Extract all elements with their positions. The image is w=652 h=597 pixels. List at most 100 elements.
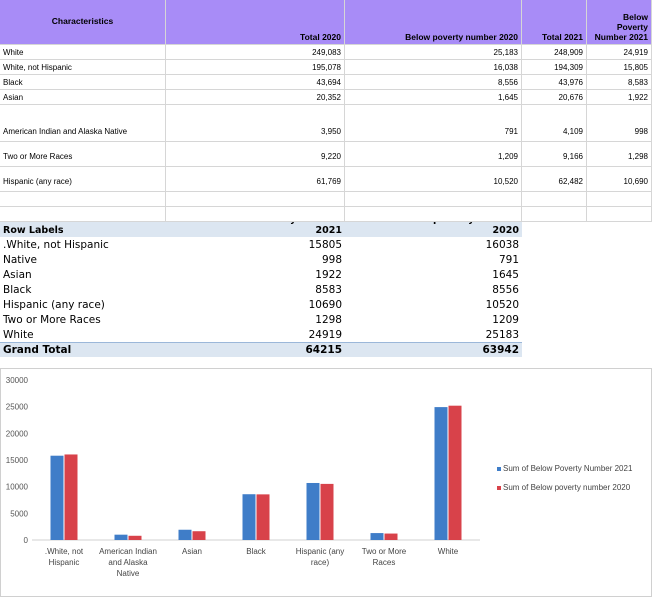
empty-cell	[166, 207, 345, 222]
table-cell: 4,109	[522, 105, 587, 142]
x-tick-label: Black	[246, 547, 266, 556]
bar	[320, 483, 334, 540]
bar	[384, 533, 398, 540]
header-cell: Below Poverty Number 2021	[587, 0, 652, 45]
table-cell: 20,676	[522, 90, 587, 105]
table-cell: 3,950	[166, 105, 345, 142]
y-tick-label: 10000	[6, 483, 29, 492]
bar	[306, 482, 320, 540]
y-tick-label: 20000	[6, 429, 29, 438]
table-cell: White	[0, 45, 166, 60]
x-tick-label: .White, not Hispanic	[44, 547, 84, 567]
x-tick-label: American Indian and Alaska Native	[99, 547, 157, 578]
pivot-cell: .White, not Hispanic	[3, 239, 109, 251]
pivot-cell: 1298	[315, 314, 342, 326]
pivot-cell: Hispanic (any race)	[3, 299, 105, 311]
table-cell: 20,352	[166, 90, 345, 105]
y-tick-label: 25000	[6, 403, 29, 412]
pivot-cell: 16038	[485, 239, 519, 251]
table-cell: 1,298	[587, 142, 652, 167]
pivot-cell: 10690	[308, 299, 342, 311]
legend-label: Sum of Below Poverty Number 2021	[503, 464, 633, 473]
pivot-total: 64215	[166, 342, 345, 357]
table-cell: 249,083	[166, 45, 345, 60]
pivot-cell: 25183	[485, 329, 519, 341]
pivot-cell: 1645	[492, 269, 519, 281]
table-cell: 62,482	[522, 167, 587, 192]
legend-label: Sum of Below poverty number 2020	[503, 483, 631, 492]
table-cell: 1,209	[345, 142, 522, 167]
header-cell: Below poverty number 2020	[345, 0, 522, 45]
table-cell: 9,166	[522, 142, 587, 167]
pivot-cell: 1209	[492, 314, 519, 326]
bar	[434, 407, 448, 540]
pivot-cell: Asian	[3, 269, 32, 281]
table-cell: 24,919	[587, 45, 652, 60]
bar	[178, 529, 192, 540]
table-cell: 25,183	[345, 45, 522, 60]
empty-cell	[0, 192, 166, 207]
table-cell: 1,922	[587, 90, 652, 105]
pivot-cell: Two or More Races	[3, 314, 101, 326]
empty-cell	[587, 207, 652, 222]
table-cell: Black	[0, 75, 166, 90]
x-tick-label: White	[437, 547, 459, 556]
pivot-header: Sum of Below poverty number 2020	[345, 222, 522, 237]
table-cell: 8,583	[587, 75, 652, 90]
empty-cell	[522, 192, 587, 207]
pivot-cell: White	[3, 329, 34, 341]
table-cell: Two or More Races	[0, 142, 166, 167]
table-cell: 248,909	[522, 45, 587, 60]
bar	[370, 533, 384, 540]
x-tick-label: Asian	[181, 547, 202, 556]
pivot-cell: 791	[498, 254, 519, 266]
table-cell: 61,769	[166, 167, 345, 192]
y-tick-label: 5000	[10, 509, 28, 518]
y-tick-label: 30000	[6, 376, 29, 385]
pivot-cell: 1922	[315, 269, 342, 281]
empty-cell	[522, 207, 587, 222]
pivot-cell: Black	[3, 284, 32, 296]
table-cell: 43,694	[166, 75, 345, 90]
pivot-total: Grand Total	[0, 342, 166, 357]
table-cell: 1,645	[345, 90, 522, 105]
table-cell: American Indian and Alaska Native	[0, 105, 166, 142]
pivot-cell: 998	[321, 254, 342, 266]
bar	[448, 405, 462, 540]
header-cell: Characteristics	[0, 0, 166, 45]
pivot-cell: 10520	[485, 299, 519, 311]
table-cell: 43,976	[522, 75, 587, 90]
table-cell: 195,078	[166, 60, 345, 75]
chart: 0 5000 10000 15000 20000 25000 30000	[0, 368, 652, 597]
legend-swatch	[497, 486, 501, 490]
table-cell: 10,690	[587, 167, 652, 192]
bar	[128, 535, 142, 540]
y-tick-label: 0	[24, 536, 29, 545]
pivot-cell: 8583	[315, 284, 342, 296]
bar	[256, 494, 270, 540]
empty-cell	[345, 192, 522, 207]
pivot-header: Row Labels	[0, 222, 166, 237]
empty-cell	[166, 192, 345, 207]
empty-cell	[345, 207, 522, 222]
empty-cell	[0, 207, 166, 222]
bar	[114, 534, 128, 540]
table-cell: White, not Hispanic	[0, 60, 166, 75]
table-cell: 8,556	[345, 75, 522, 90]
pivot-cell: 15805	[308, 239, 342, 251]
header-cell: Total 2021	[522, 0, 587, 45]
table-cell: 998	[587, 105, 652, 142]
pivot-cell: 24919	[308, 329, 342, 341]
pivot-cell: American Indian and Alaska Native	[3, 252, 150, 266]
table-cell: Hispanic (any race)	[0, 167, 166, 192]
table-cell: 10,520	[345, 167, 522, 192]
table-cell: Asian	[0, 90, 166, 105]
bar	[242, 494, 256, 540]
bar	[50, 455, 64, 540]
table-cell: 9,220	[166, 142, 345, 167]
table-cell: 15,805	[587, 60, 652, 75]
pivot-cell: 8556	[492, 284, 519, 296]
table-cell: 791	[345, 105, 522, 142]
table-cell: 16,038	[345, 60, 522, 75]
